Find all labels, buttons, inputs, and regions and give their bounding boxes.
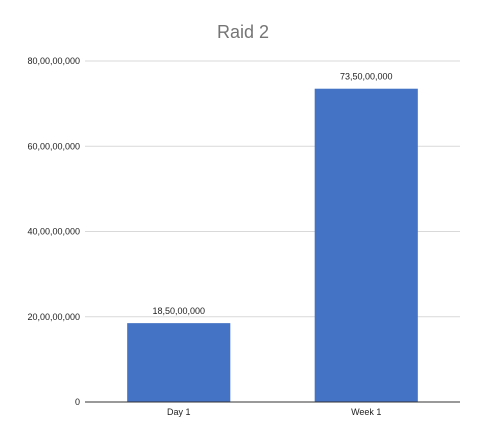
x-axis-ticks: Day 1 Week 1	[167, 407, 381, 417]
y-tick-label: 0	[75, 397, 80, 407]
bar	[314, 88, 418, 403]
bar-value-label: 73,50,00,000	[340, 72, 393, 82]
y-tick-label: 80,00,00,000	[27, 56, 80, 66]
y-axis-ticks: 0 20,00,00,000 40,00,00,000 60,00,00,000 80,…	[27, 56, 80, 407]
bar	[127, 323, 231, 402]
y-tick-label: 20,00,00,000	[27, 312, 80, 322]
y-tick-label: 60,00,00,000	[27, 141, 80, 151]
x-tick-label: Day 1	[167, 407, 191, 417]
y-tick-label: 40,00,00,000	[27, 227, 80, 237]
bars: 18,50,00,000 73,50,00,000	[127, 72, 418, 403]
bar-value-label: 18,50,00,000	[152, 306, 205, 316]
x-tick-label: Week 1	[351, 407, 381, 417]
chart-title: Raid 2	[217, 22, 269, 42]
